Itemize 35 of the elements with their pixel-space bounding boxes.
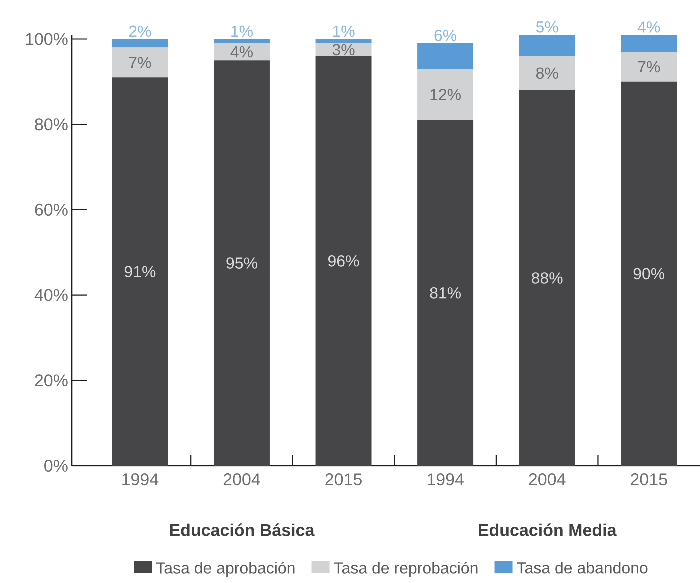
legend-label: Tasa de reprobación — [334, 562, 478, 578]
data-label: 91% — [124, 266, 156, 278]
text: Educación Básica — [170, 524, 315, 536]
data-label: 6% — [434, 30, 457, 42]
y-tick-label: 40% — [34, 289, 68, 302]
x-tick-label: 2015 — [631, 474, 668, 486]
data-label: 12% — [430, 89, 461, 100]
text: Educación Media — [479, 524, 617, 536]
legend-label: Tasa de abandono — [517, 562, 648, 574]
y-tick-label: 0% — [44, 460, 68, 472]
data-label: 96% — [328, 256, 360, 267]
y-tick-label: 100% — [26, 33, 68, 46]
data-label: 1% — [333, 26, 355, 38]
y-tick-label: 20% — [35, 374, 68, 387]
data-label: 5% — [536, 22, 558, 33]
data-label: 7% — [129, 57, 152, 68]
y-tick-label: 60% — [35, 204, 68, 216]
data-label: 88% — [532, 272, 563, 284]
y-tick-label: 80% — [35, 118, 68, 131]
x-tick-label: 2004 — [529, 474, 566, 486]
data-label: 3% — [332, 44, 355, 56]
data-label: 4% — [638, 22, 660, 33]
x-tick-label: 1994 — [428, 474, 464, 486]
x-tick-label: 1994 — [122, 474, 159, 486]
data-label: 90% — [634, 268, 665, 280]
data-label: 95% — [226, 258, 258, 269]
data-label: 4% — [230, 46, 253, 58]
legend-label: Tasa de aprobación — [156, 562, 295, 578]
data-label: 81% — [430, 288, 461, 299]
data-label: 1% — [232, 26, 253, 38]
data-label: 8% — [536, 68, 558, 80]
x-tick-label: 2004 — [224, 474, 260, 486]
data-label: 2% — [129, 26, 152, 38]
x-tick-label: 2015 — [326, 474, 362, 486]
data-label: 7% — [638, 61, 660, 73]
